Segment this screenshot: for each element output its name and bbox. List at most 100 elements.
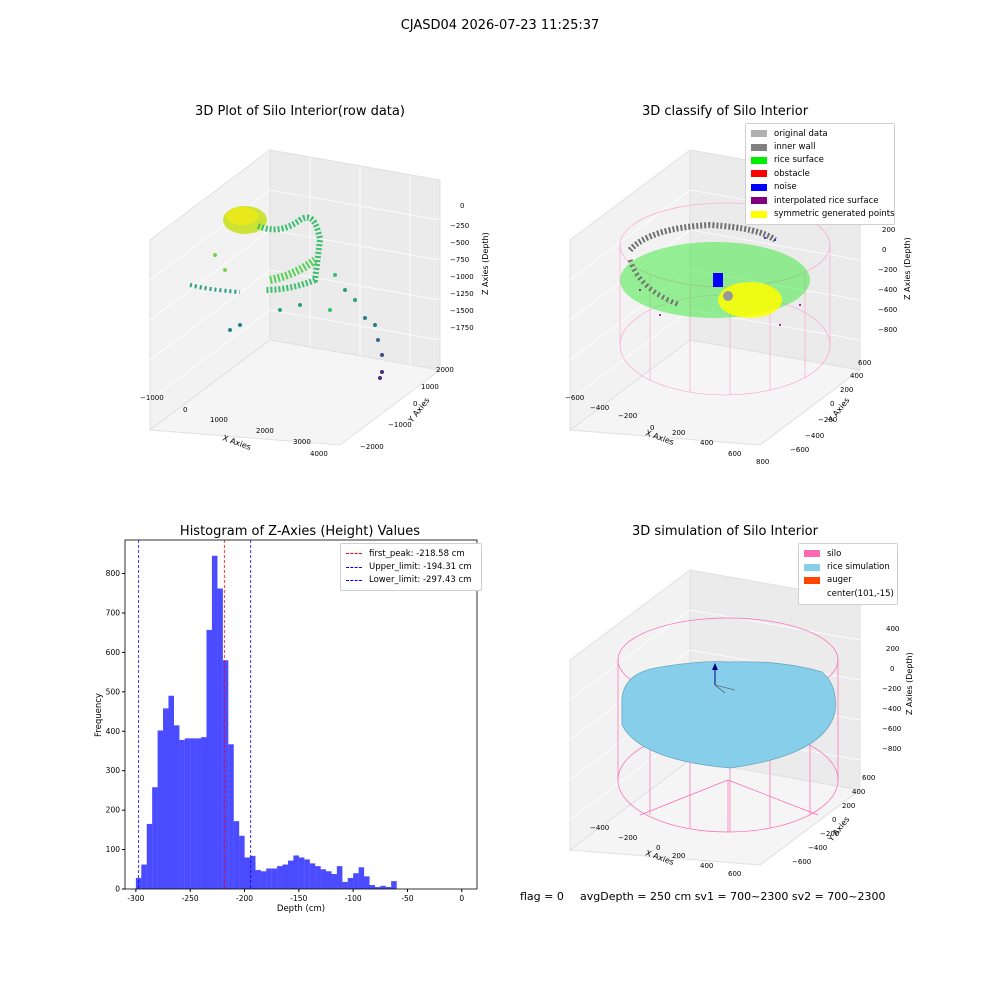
histogram-bar xyxy=(358,867,365,889)
raw-point-cloud xyxy=(189,206,384,380)
histogram-y-tick-label: 300 xyxy=(106,766,121,775)
legend-entry-lower-limit: Lower_limit: -297.43 cm xyxy=(346,574,476,587)
legend-swatch xyxy=(804,590,820,597)
rice-simulation-surface xyxy=(621,661,836,769)
legend-label: noise xyxy=(774,182,797,193)
histogram-bar xyxy=(331,874,337,889)
histogram-bar xyxy=(255,870,261,889)
histogram-chart[interactable]: -300 -250 -200 -150 -100 -50 0 0 100 200 300 400 50… xyxy=(85,535,485,920)
legend-swatch xyxy=(804,576,820,584)
legend-label: silo xyxy=(827,548,842,559)
histogram-bar xyxy=(320,869,327,889)
raw-xtick: 0 xyxy=(183,406,187,414)
classify-ztick: −200 xyxy=(878,266,897,274)
simulation-xtick: 0 xyxy=(656,844,660,852)
classify-xtick: −200 xyxy=(618,412,637,420)
legend-entry-center: center(101,-15) xyxy=(804,587,894,600)
legend-swatch xyxy=(804,550,820,558)
simulation-ytick: 0 xyxy=(832,816,836,824)
raw-xtick: 3000 xyxy=(293,438,311,446)
simulation-plot-title: 3D simulation of Silo Interior xyxy=(632,524,818,539)
legend-label: symmetric generated points xyxy=(774,209,895,220)
histogram-y-tick-label: 500 xyxy=(106,687,121,696)
legend-entry-obstacle: obstacle xyxy=(751,167,889,180)
legend-swatch xyxy=(751,170,767,178)
histogram-x-tick-label: -300 xyxy=(127,894,144,903)
legend-label: rice simulation xyxy=(827,562,890,573)
histogram-bar xyxy=(380,885,386,889)
histogram-bar xyxy=(228,744,234,889)
legend-line-swatch xyxy=(346,566,362,568)
classify-xtick: −600 xyxy=(565,394,584,402)
histogram-bar xyxy=(190,738,196,889)
simulation-ztick: −800 xyxy=(882,745,901,753)
simulation-ztick: 200 xyxy=(886,645,899,653)
histogram-y-tick-label: 200 xyxy=(106,806,121,815)
raw-ztick: −750 xyxy=(450,256,469,264)
histogram-bar xyxy=(353,873,359,889)
histogram-bar xyxy=(244,857,251,889)
histogram-bar xyxy=(336,866,343,889)
classify-ztick: −400 xyxy=(878,286,897,294)
raw-ztick: −250 xyxy=(450,222,469,230)
histogram-bar xyxy=(385,887,392,889)
histogram-bar xyxy=(364,876,370,889)
legend-label: Lower_limit: -297.43 cm xyxy=(369,575,472,586)
histogram-legend: first_peak: -218.58 cm Upper_limit: -194… xyxy=(340,543,482,592)
simulation-3d-plot[interactable]: −400 −200 0 200 400 600 −600 −400 −200 0… xyxy=(560,560,920,880)
raw-ytick: −1000 xyxy=(388,421,412,429)
raw-ytick: 1000 xyxy=(421,383,439,391)
histogram-bar xyxy=(298,857,305,889)
classify-ztick: 0 xyxy=(882,246,886,254)
raw-xtick: 1000 xyxy=(210,416,228,424)
simulation-ytick: 400 xyxy=(852,788,865,796)
legend-line-swatch xyxy=(346,579,362,581)
figure-title: CJASD04 2026-07-23 11:25:37 xyxy=(400,18,600,33)
histogram-bar xyxy=(184,738,191,889)
legend-label: auger xyxy=(827,575,852,586)
classify-ytick: 0 xyxy=(830,400,834,408)
simulation-ztick: −600 xyxy=(882,725,901,733)
raw-y-axis-label: Y Axies xyxy=(406,396,432,425)
histogram-bar xyxy=(271,868,278,889)
classify-ytick: −200 xyxy=(818,416,837,424)
legend-label: first_peak: -218.58 cm xyxy=(369,548,465,559)
legend-entry-first-peak: first_peak: -218.58 cm xyxy=(346,547,476,560)
classify-ztick: −600 xyxy=(878,306,897,314)
legend-swatch xyxy=(751,130,767,138)
depth-summary: avgDepth = 250 cm sv1 = 700~2300 sv2 = 7… xyxy=(580,890,886,903)
legend-entry-silo: silo xyxy=(804,547,892,560)
legend-entry-interpolated: interpolated rice surface xyxy=(751,194,889,207)
histogram-y-tick-label: 400 xyxy=(106,727,121,736)
raw-ztick: 0 xyxy=(460,202,464,210)
raw-3d-plot[interactable]: −1000 0 1000 2000 3000 4000 −2000 −1000 … xyxy=(130,140,500,470)
histogram-y-tick-label: 600 xyxy=(106,648,121,657)
histogram-bars xyxy=(135,555,397,889)
histogram-bar xyxy=(347,877,354,889)
histogram-bar xyxy=(266,868,272,889)
simulation-ytick: −400 xyxy=(808,844,827,852)
legend-entry-auger: auger xyxy=(804,574,892,587)
classify-z-axis-label: Z Axies (Depth) xyxy=(903,237,912,300)
histogram-bar xyxy=(135,877,142,889)
legend-entry-symmetric: symmetric generated points xyxy=(751,207,895,220)
histogram-bar xyxy=(201,737,207,889)
classify-xtick: 800 xyxy=(756,458,769,466)
legend-swatch xyxy=(751,156,767,164)
histogram-bar xyxy=(282,864,289,889)
simulation-ztick: 400 xyxy=(886,625,899,633)
histogram-title: Histogram of Z-Axies (Height) Values xyxy=(179,524,421,539)
histogram-bar xyxy=(222,660,229,889)
histogram-bar xyxy=(304,859,310,889)
histogram-bar xyxy=(325,871,332,889)
histogram-x-tick-label: -150 xyxy=(290,894,307,903)
histogram-bar xyxy=(157,730,164,889)
classify-ytick: −600 xyxy=(790,446,809,454)
histogram-bar xyxy=(168,695,174,889)
histogram-bar xyxy=(163,708,169,889)
histogram-bar xyxy=(277,866,283,889)
simulation-ytick: 200 xyxy=(842,802,855,810)
legend-label: rice surface xyxy=(774,155,824,166)
histogram-bar xyxy=(287,860,294,889)
simulation-ytick: −600 xyxy=(792,858,811,866)
